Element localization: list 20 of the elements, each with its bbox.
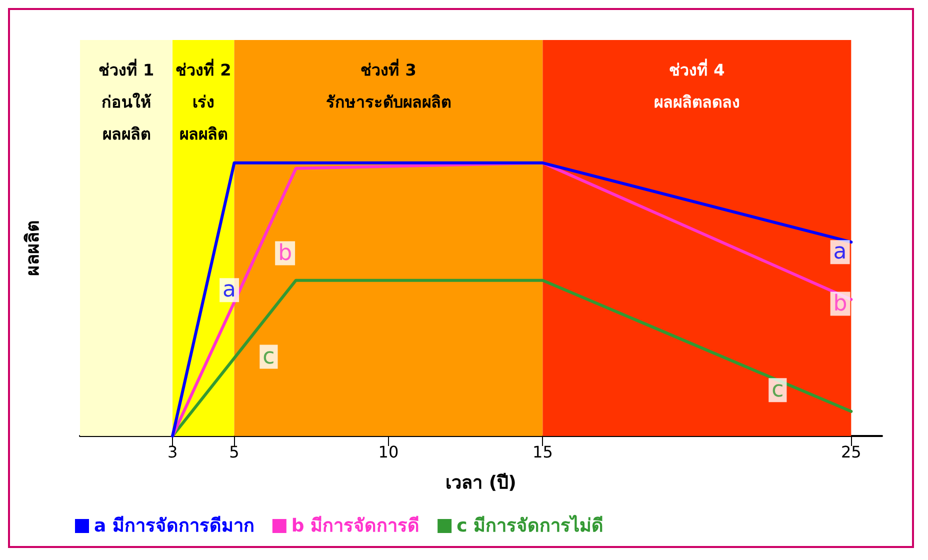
x-tick-label: 3	[167, 442, 178, 462]
band-label: ช่วงที่ 1 ก่อนให้ ผลผลิต	[98, 58, 154, 144]
band-label: ช่วงที่ 3 รักษาระดับผลผลิต	[326, 58, 451, 112]
band-label: ช่วงที่ 2 เร่ง ผลผลิต	[176, 58, 232, 144]
annotation: a	[833, 240, 847, 265]
annotation: c	[262, 344, 275, 370]
y-axis-title: ผลผลิต	[22, 220, 44, 276]
x-tick-label: 5	[229, 442, 240, 462]
annotation: b	[278, 240, 292, 266]
annotation: a	[222, 278, 236, 303]
x-tick-label: 10	[378, 442, 399, 462]
annotation: c	[772, 378, 784, 403]
x-axis-title: เวลา (ปี)	[446, 472, 516, 494]
band-label: ช่วงที่ 4 ผลผลิตลดลง	[654, 58, 740, 112]
annotation: b	[833, 291, 848, 316]
x-tick-label: 25	[840, 442, 862, 462]
legend-label: a มีการจัดการดีมาก	[94, 516, 254, 536]
legend-label: c มีการจัดการไม่ดี	[456, 514, 604, 536]
legend-label: b มีการจัดการดี	[291, 516, 420, 536]
x-tick-label: 15	[532, 442, 553, 462]
